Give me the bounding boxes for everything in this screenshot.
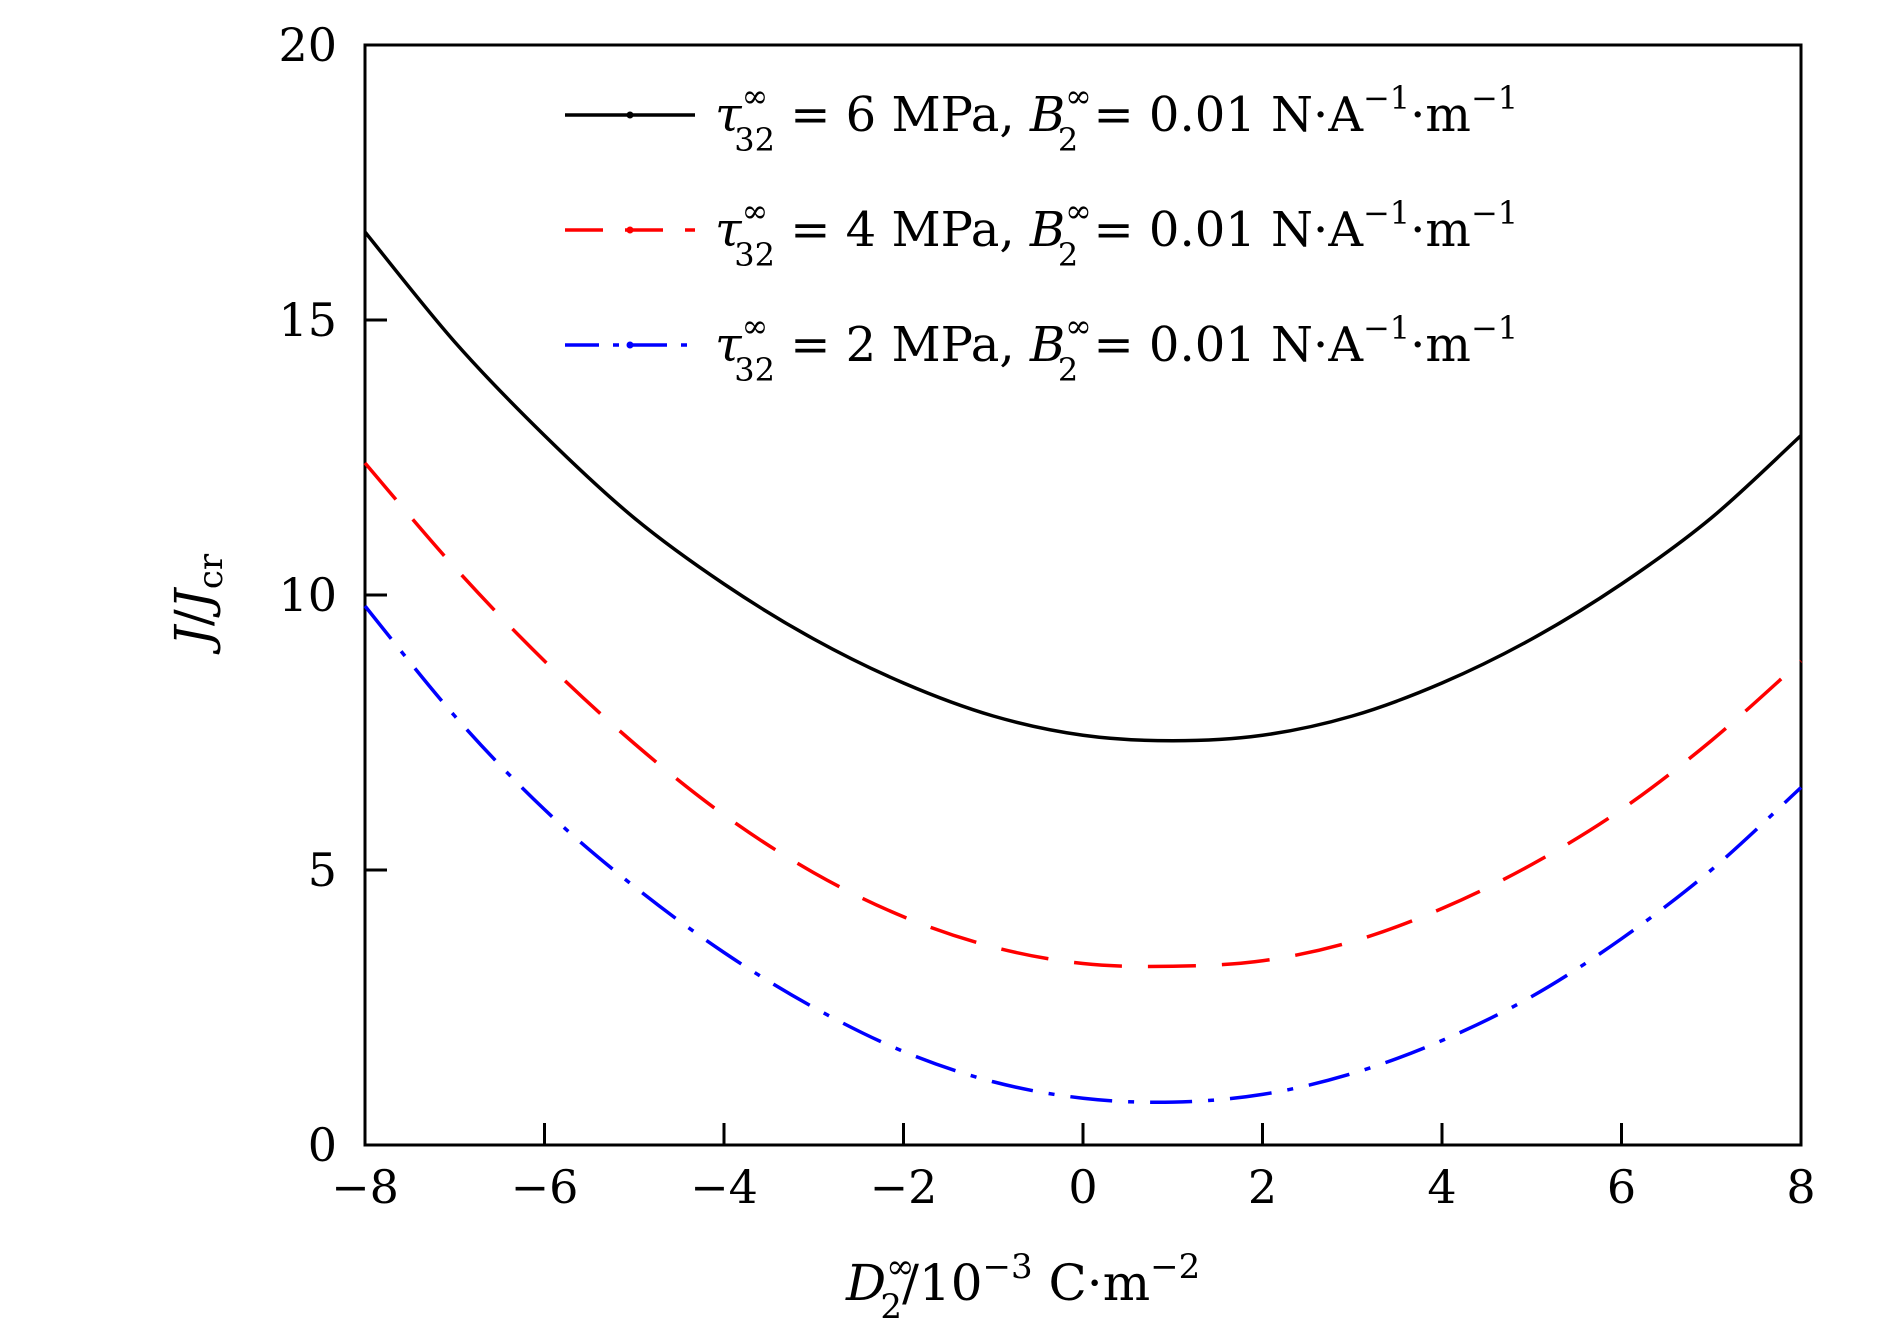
- legend-label-3: τ∞ 32 = 2 MPa, B∞ 2 = 0.01 N·A−1·m−1: [715, 307, 1518, 389]
- y-tick-label: 15: [278, 293, 337, 347]
- series-line-1: [363, 230, 1803, 743]
- legend-label-2: τ∞ 32 = 4 MPa, B∞ 2 = 0.01 N·A−1·m−1: [715, 192, 1518, 274]
- x-tick-label: −4: [690, 1160, 758, 1214]
- x-tick-label: 6: [1607, 1160, 1636, 1214]
- y-axis-label: J/Jcr: [164, 553, 231, 655]
- x-tick-label: −2: [870, 1160, 938, 1214]
- x-axis-label: D∞ 2/10−3 C·m−2: [845, 1247, 1200, 1327]
- legend-marker-2: [626, 226, 634, 234]
- x-tick-label: −6: [511, 1160, 579, 1214]
- y-tick-label: 5: [308, 843, 337, 897]
- x-tick-label: 4: [1427, 1160, 1456, 1214]
- y-tick-label: 20: [278, 18, 337, 72]
- series-line-2: [363, 461, 1803, 969]
- legend-label-1: τ∞ 32 = 6 MPa, B∞ 2 = 0.01 N·A−1·m−1: [715, 77, 1518, 159]
- axis-ticks: −8 −6 −4 −2 0 2 4 6 8 0 5 10 15 20: [278, 18, 1815, 1214]
- legend-marker-3: [626, 341, 634, 349]
- legend: τ∞ 32 = 6 MPa, B∞ 2 = 0.01 N·A−1·m−1 τ∞ 32 =…: [565, 77, 1518, 389]
- series-layer: [363, 230, 1803, 1105]
- y-tick-label: 0: [308, 1118, 337, 1172]
- y-tick-label: 10: [278, 568, 337, 622]
- x-tick-label: −8: [331, 1160, 399, 1214]
- x-tick-label: 8: [1786, 1160, 1815, 1214]
- series-line-3: [363, 604, 1803, 1105]
- x-tick-label: 2: [1248, 1160, 1277, 1214]
- legend-marker-1: [626, 111, 634, 119]
- x-tick-label: 0: [1068, 1160, 1097, 1214]
